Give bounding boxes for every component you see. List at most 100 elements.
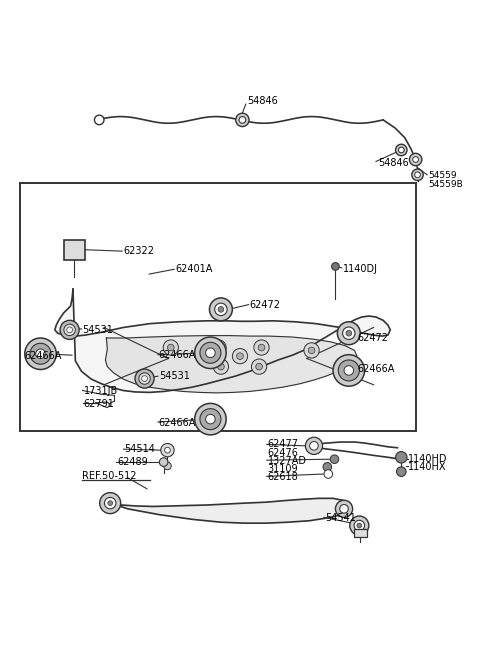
Circle shape [337, 322, 360, 345]
Bar [354, 529, 367, 538]
Circle shape [346, 330, 352, 336]
Circle shape [200, 409, 221, 430]
Circle shape [343, 327, 355, 339]
Circle shape [60, 320, 79, 339]
Circle shape [310, 441, 318, 450]
Circle shape [344, 365, 354, 375]
Circle shape [95, 115, 104, 124]
Circle shape [324, 470, 333, 478]
Circle shape [205, 415, 215, 424]
Circle shape [336, 500, 353, 517]
Text: REF.50-512: REF.50-512 [82, 472, 136, 481]
Text: 54541: 54541 [325, 514, 356, 523]
Polygon shape [106, 335, 357, 393]
Circle shape [396, 451, 407, 463]
Circle shape [165, 447, 170, 453]
Polygon shape [109, 498, 352, 523]
Circle shape [396, 144, 407, 156]
Bar [20, 183, 416, 431]
Circle shape [195, 337, 226, 369]
Circle shape [211, 340, 226, 355]
Circle shape [412, 169, 423, 181]
Text: 62472: 62472 [357, 333, 388, 343]
Circle shape [357, 523, 362, 528]
Circle shape [67, 327, 72, 333]
Circle shape [105, 497, 116, 509]
Text: 62466A: 62466A [159, 350, 196, 360]
Text: 54559: 54559 [429, 171, 457, 180]
Text: 62466A: 62466A [24, 351, 61, 361]
Circle shape [205, 348, 215, 358]
Circle shape [333, 355, 364, 386]
Circle shape [338, 360, 360, 381]
Circle shape [308, 347, 315, 354]
Text: 54846: 54846 [378, 158, 409, 168]
Circle shape [36, 349, 45, 358]
Circle shape [239, 117, 246, 123]
Circle shape [396, 467, 406, 476]
Text: 62401A: 62401A [176, 264, 213, 274]
Circle shape [135, 369, 154, 388]
Circle shape [142, 376, 147, 381]
Text: 62322: 62322 [123, 246, 154, 256]
Text: 54559B: 54559B [429, 180, 463, 189]
Circle shape [209, 298, 232, 321]
Circle shape [100, 493, 120, 514]
Circle shape [215, 345, 222, 351]
Circle shape [215, 303, 227, 316]
Text: 1140DJ: 1140DJ [343, 264, 378, 274]
Circle shape [64, 324, 75, 335]
Text: 62476: 62476 [268, 447, 299, 458]
Polygon shape [55, 290, 390, 392]
Text: 62466A: 62466A [159, 418, 196, 428]
Circle shape [159, 458, 168, 466]
Circle shape [139, 373, 150, 384]
Circle shape [25, 338, 56, 369]
Circle shape [330, 455, 339, 464]
Circle shape [398, 147, 404, 153]
Text: 62618: 62618 [268, 472, 299, 482]
Text: 54846: 54846 [247, 96, 278, 106]
Text: 1140HD: 1140HD [408, 454, 447, 464]
Circle shape [332, 263, 339, 271]
Text: 1140HX: 1140HX [408, 462, 446, 472]
Circle shape [350, 516, 369, 535]
Text: 62466A: 62466A [357, 364, 394, 375]
Circle shape [252, 359, 267, 374]
Circle shape [236, 113, 249, 126]
Circle shape [163, 340, 179, 355]
Text: 62489: 62489 [117, 457, 148, 467]
Circle shape [323, 462, 332, 471]
Text: 54514: 54514 [124, 444, 156, 454]
Circle shape [164, 462, 171, 470]
Bar [64, 240, 85, 260]
Circle shape [232, 348, 248, 364]
Text: 54531: 54531 [83, 325, 113, 335]
Circle shape [195, 403, 226, 435]
Circle shape [409, 153, 422, 166]
Circle shape [200, 343, 221, 364]
Circle shape [237, 353, 243, 360]
Circle shape [354, 520, 364, 531]
Text: 62477: 62477 [268, 440, 299, 449]
Text: 62472: 62472 [250, 299, 280, 310]
Circle shape [218, 307, 224, 312]
Circle shape [415, 172, 420, 178]
Text: 54531: 54531 [159, 371, 190, 381]
Circle shape [217, 364, 224, 370]
Text: 62791: 62791 [84, 399, 114, 409]
Text: 1731JB: 1731JB [84, 386, 118, 396]
Circle shape [168, 345, 174, 351]
Circle shape [30, 343, 51, 364]
Circle shape [340, 504, 348, 513]
Circle shape [108, 500, 113, 506]
Text: 1327AD: 1327AD [268, 456, 307, 466]
Circle shape [256, 364, 263, 370]
Circle shape [304, 343, 319, 358]
Circle shape [161, 443, 174, 457]
Circle shape [213, 359, 228, 374]
Circle shape [413, 157, 419, 162]
Circle shape [258, 345, 265, 351]
Text: 31109: 31109 [268, 464, 298, 474]
Circle shape [254, 340, 269, 355]
